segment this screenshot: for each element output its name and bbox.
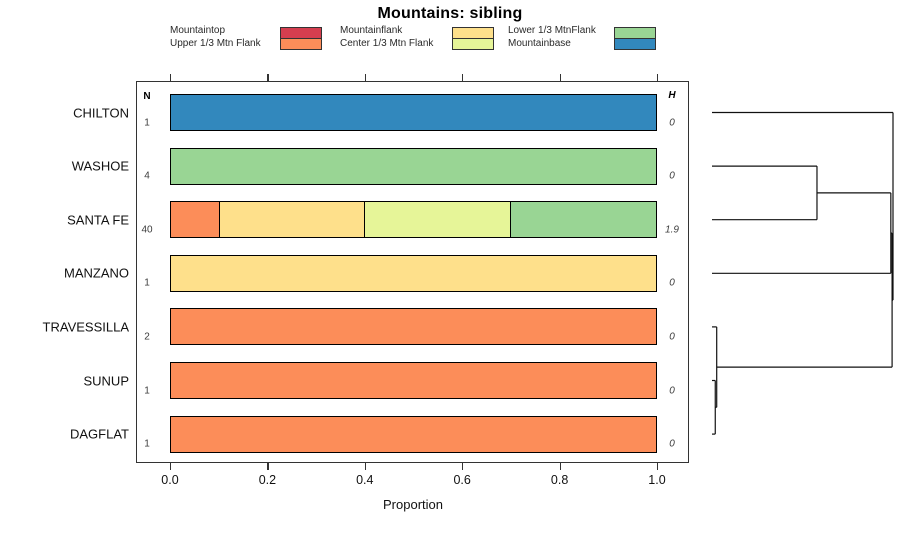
axis-tick-top	[364, 74, 366, 81]
legend-swatches	[452, 27, 494, 50]
x-axis-tick-label: 1.0	[648, 473, 666, 487]
n-value: 40	[141, 224, 153, 236]
legend-swatch	[452, 38, 494, 50]
row-label: CHILTON	[73, 105, 129, 120]
axis-tick-top	[170, 74, 172, 81]
axis-tick-bottom	[267, 463, 269, 470]
bar-segment	[171, 255, 656, 291]
x-axis-tick-label: 0.2	[258, 473, 277, 487]
bar-segment	[510, 202, 656, 238]
legend-labels: Lower 1/3 MtnFlank Mountainbase	[508, 25, 596, 49]
axis-tick-bottom	[559, 463, 561, 470]
axis-tick-bottom	[364, 463, 366, 470]
axis-tick-bottom	[657, 463, 659, 470]
n-value: 2	[144, 331, 150, 343]
legend-swatch	[614, 38, 656, 50]
h-value: 1.9	[665, 224, 679, 236]
bar-segment	[171, 363, 656, 398]
x-axis-tick-label: 0.4	[356, 473, 374, 487]
bar-row	[170, 415, 657, 453]
bar-row	[170, 362, 657, 399]
axis-tick-top	[267, 74, 269, 81]
bar-row	[170, 94, 657, 131]
bar-row	[170, 308, 657, 346]
axis-tick-bottom	[170, 463, 172, 470]
n-column-header: N	[143, 91, 151, 102]
bar-segment	[171, 95, 656, 130]
legend-swatch	[280, 38, 322, 50]
row-label: MANZANO	[64, 265, 129, 281]
bar-segment	[365, 202, 511, 238]
h-value: 0	[669, 117, 675, 128]
h-column-header: H	[668, 90, 676, 101]
legend-swatches	[280, 27, 322, 50]
bar-row	[170, 254, 657, 292]
axis-tick-top	[657, 74, 659, 81]
n-value: 4	[144, 170, 150, 182]
bar-row	[170, 147, 657, 185]
bar-row	[170, 201, 657, 239]
h-value: 0	[669, 331, 675, 343]
legend-swatches	[614, 27, 656, 50]
axis-tick-top	[559, 74, 561, 81]
n-value: 1	[144, 117, 150, 128]
legend-labels: Mountainflank Center 1/3 Mtn Flank	[340, 25, 434, 49]
bar-segment	[219, 202, 365, 238]
row-label: SUNUP	[83, 373, 129, 388]
row-label: WASHOE	[71, 158, 129, 174]
x-axis-tick-label: 0.8	[550, 473, 569, 487]
row-label: TRAVESSILLA	[42, 319, 129, 335]
x-axis-tick-label: 0.0	[161, 473, 179, 487]
n-value: 1	[144, 277, 150, 289]
h-value: 0	[669, 277, 675, 289]
h-value: 0	[669, 385, 675, 396]
legend-labels: Mountaintop Upper 1/3 Mtn Flank	[170, 25, 261, 49]
axis-tick-top	[462, 74, 464, 81]
x-axis-tick-label: 0.6	[453, 473, 471, 487]
row-label: DAGFLAT	[70, 426, 129, 442]
x-axis-title: Proportion	[383, 497, 443, 512]
h-value: 0	[669, 170, 675, 182]
bar-segment	[171, 416, 656, 452]
n-value: 1	[144, 385, 150, 396]
chart-title: Mountains: sibling	[377, 5, 523, 22]
h-value: 0	[669, 438, 675, 450]
n-value: 1	[144, 438, 150, 450]
bar-segment	[171, 309, 656, 345]
bar-segment	[171, 202, 220, 238]
bar-segment	[171, 148, 656, 184]
row-label: SANTA FE	[67, 212, 129, 228]
axis-tick-bottom	[462, 463, 464, 470]
